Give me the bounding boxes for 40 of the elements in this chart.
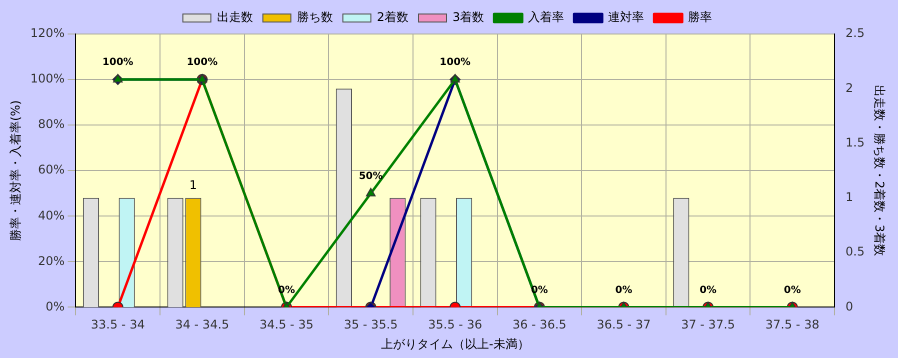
x-tick-label: 36.5 - 37 — [596, 318, 651, 332]
annotation: 50% — [358, 170, 383, 182]
y-tick-label: 0% — [46, 299, 65, 314]
legend-label: 2着数 — [376, 10, 409, 24]
annotation: 0% — [784, 284, 801, 296]
y2-tick-label: 2 — [846, 80, 854, 95]
x-tick-label: 37.5 - 38 — [765, 318, 820, 332]
y2-tick-label: 2.5 — [846, 26, 865, 40]
y2-tick-label: 0.5 — [846, 244, 865, 259]
annotation: 100% — [102, 57, 134, 68]
y-tick-label: 20% — [38, 254, 65, 268]
y2-tick-label: 0 — [846, 299, 854, 314]
data-label: 1 — [189, 178, 198, 192]
y-axis-title: 勝率・連対率・入着率(%) — [8, 100, 22, 241]
annotation: 100% — [440, 57, 471, 68]
x-tick-label: 35.5 - 36 — [428, 318, 482, 332]
y2-axis-title: 出走数・勝ち数・2着数・3着数 — [872, 84, 887, 256]
x-tick-label: 34 - 34.5 — [175, 318, 230, 332]
annotation: 0% — [615, 284, 632, 296]
y2-tick-label: 1 — [846, 190, 854, 204]
x-axis-title: 上がりタイム（以上-未満） — [380, 336, 530, 351]
x-tick-label: 36 - 36.5 — [512, 318, 566, 332]
y-tick-label: 60% — [38, 162, 65, 177]
annotation: 0% — [700, 284, 717, 296]
y-tick-label: 40% — [38, 208, 65, 222]
y2-tick-label: 1.5 — [846, 135, 865, 150]
legend-label: 3着数 — [452, 10, 484, 24]
y-tick-label: 80% — [38, 117, 65, 132]
x-tick-label: 33.5 - 34 — [90, 318, 145, 332]
annotation: 100% — [186, 57, 218, 68]
x-tick-label: 37 - 37.5 — [681, 318, 736, 332]
legend-label: 連対率 — [608, 10, 644, 24]
x-tick-label: 34.5 - 35 — [260, 318, 314, 332]
legend-label: 勝率 — [688, 10, 712, 24]
y-tick-label: 120% — [30, 26, 65, 40]
legend-label: 勝ち数 — [296, 10, 333, 24]
x-tick-label: 35 - 35.5 — [344, 318, 398, 332]
y-tick-label: 100% — [30, 72, 65, 86]
legend-label: 入着率 — [528, 10, 564, 24]
legend-label: 出走数 — [216, 10, 253, 24]
